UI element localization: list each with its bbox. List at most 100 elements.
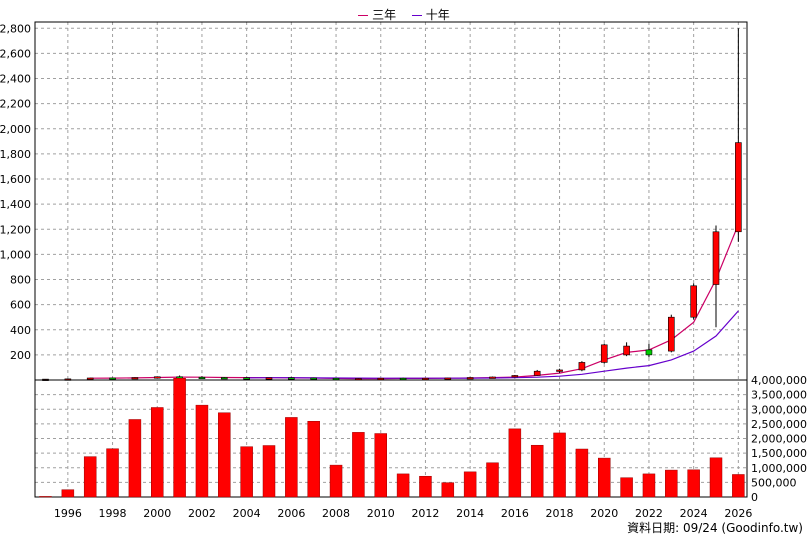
volume-bar <box>218 412 231 498</box>
price-tick-label: 2,600 <box>0 47 31 60</box>
candle-body <box>623 345 630 356</box>
volume-bar <box>642 473 656 498</box>
volume-frame <box>34 379 748 498</box>
candle-body <box>489 376 496 379</box>
candle-body <box>444 377 452 380</box>
volume-tick-label: 4,000,000 <box>751 374 807 387</box>
year-tick-label: 1996 <box>54 507 82 520</box>
year-tick-label: 2024 <box>680 507 708 520</box>
price-tick-label: 1,600 <box>0 173 31 186</box>
candle-body <box>265 377 273 380</box>
year-tick-label: 2004 <box>233 507 261 520</box>
volume-bar <box>240 446 253 498</box>
volume-bar <box>396 473 410 498</box>
volume-bar <box>195 404 209 498</box>
volume-bar <box>620 477 633 498</box>
volume-tick-label: 2,000,000 <box>751 433 807 446</box>
ma-3yr-line <box>90 223 739 380</box>
volume-tick-label: 0 <box>751 491 758 504</box>
data-date-label: 資料日期: 09/24 (Goodinfo.tw) <box>627 521 803 535</box>
volume-bar <box>307 420 320 498</box>
year-tick-label: 2020 <box>590 507 618 520</box>
price-panel: 200 400 600 800 1,000 1,200 1,400 1,600 1,800 2,0… <box>0 21 748 497</box>
legend-item-10yr: 十年 <box>411 8 450 22</box>
price-tick-label: 1,200 <box>0 223 31 236</box>
candle-body <box>556 369 563 372</box>
legend-swatch-3yr <box>358 15 369 16</box>
price-tick-label: 2,800 <box>0 22 31 35</box>
volume-bar <box>732 474 745 498</box>
candle-body <box>288 377 295 380</box>
volume-bar <box>352 432 365 498</box>
price-tick-label: 1,000 <box>0 248 31 261</box>
volume-tick-label: 500,000 <box>751 476 797 489</box>
volume-bar <box>374 433 387 498</box>
volume-bar <box>463 471 477 498</box>
legend-item-3yr: 三年 <box>358 8 400 22</box>
year-tick-label: 2008 <box>322 507 350 520</box>
year-tick-label: 2022 <box>635 507 663 520</box>
price-tick-label: 2,400 <box>0 73 31 86</box>
volume-bar <box>151 407 164 498</box>
price-tick-label: 2,000 <box>0 123 31 136</box>
candle-body <box>310 377 318 380</box>
candle-body <box>221 377 228 380</box>
volume-bar <box>486 462 499 498</box>
ma-10yr-line <box>246 310 739 379</box>
candle-body <box>153 376 161 379</box>
candle-body <box>600 344 608 363</box>
volume-tick-label: 3,000,000 <box>751 403 807 416</box>
volume-bar <box>39 496 52 498</box>
year-tick-label: 2014 <box>456 507 484 520</box>
volume-bar <box>575 448 589 498</box>
volume-bar <box>709 457 723 498</box>
price-tick-label: 400 <box>10 324 31 337</box>
volume-bar <box>285 417 298 498</box>
year-tick-label: 2012 <box>411 507 439 520</box>
volume-bar <box>553 432 566 498</box>
volume-bar <box>419 475 432 498</box>
volume-bar <box>598 457 611 498</box>
candle-body <box>712 231 720 285</box>
price-tick-label: 800 <box>10 274 31 287</box>
volume-bar <box>128 419 142 498</box>
candle-body <box>735 142 742 233</box>
year-tick-label: 2016 <box>501 507 529 520</box>
candle-body <box>243 377 250 380</box>
volume-tick-label: 1,000,000 <box>751 462 807 475</box>
price-tick-label: 2,200 <box>0 98 31 111</box>
year-tick-label: 2026 <box>724 507 752 520</box>
price-tick-label: 600 <box>10 299 31 312</box>
volume-bar <box>173 377 186 498</box>
candle-body <box>511 375 519 378</box>
candle-body <box>466 377 474 380</box>
candle-body <box>131 377 139 380</box>
year-tick-label: 2018 <box>546 507 574 520</box>
year-tick-label: 1998 <box>99 507 127 520</box>
volume-bar <box>83 456 97 498</box>
volume-bar <box>61 489 75 498</box>
volume-bar <box>262 445 276 498</box>
volume-bar <box>530 444 544 498</box>
candle-body <box>533 370 541 376</box>
volume-bar <box>687 469 700 498</box>
volume-tick-label: 1,500,000 <box>751 447 807 460</box>
candle-body <box>109 377 116 380</box>
year-tick-label: 2006 <box>277 507 305 520</box>
candle-body <box>690 285 697 318</box>
price-tick-label: 200 <box>10 349 31 362</box>
volume-tick-label: 2,500,000 <box>751 418 807 431</box>
chart-legend: 三年 十年 <box>0 6 808 23</box>
legend-label-3yr: 三年 <box>372 8 397 22</box>
candle-body <box>86 377 94 380</box>
year-tick-label: 2000 <box>143 507 171 520</box>
year-tick-label: 2010 <box>367 507 395 520</box>
year-tick-label: 2002 <box>188 507 216 520</box>
price-frame <box>34 21 748 381</box>
candle-body <box>578 362 586 371</box>
volume-bar <box>329 464 343 498</box>
candle-body <box>198 376 206 380</box>
volume-tick-label: 3,500,000 <box>751 389 807 402</box>
volume-bar <box>508 428 522 498</box>
volume-bar <box>665 469 678 498</box>
